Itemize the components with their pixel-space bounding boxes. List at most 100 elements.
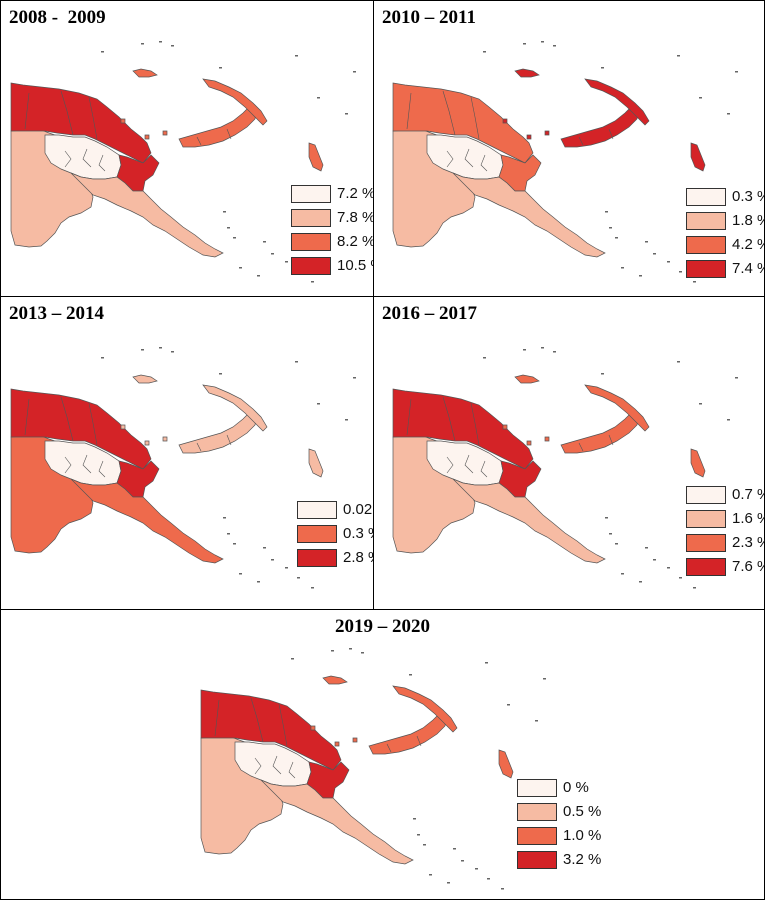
district-border (24, 398, 30, 436)
small-island (615, 543, 618, 545)
legend-item: 4.2 % (686, 235, 765, 254)
small-island (233, 543, 236, 545)
small-island (541, 41, 544, 43)
small-island (239, 267, 242, 269)
small-island (601, 67, 604, 69)
small-island (101, 357, 104, 359)
small-island (485, 662, 488, 664)
region-south-east (452, 478, 606, 564)
region-island-3 (308, 448, 324, 478)
region-island-3 (308, 142, 324, 172)
region-island-1 (584, 78, 650, 126)
small-island (353, 71, 356, 73)
region-south-east (260, 779, 414, 865)
region-island-0 (178, 410, 258, 454)
legend-item: 0.3 % (686, 187, 765, 206)
region-island-6 (162, 130, 168, 136)
panel-title: 2013 – 2014 (9, 303, 104, 324)
small-island (159, 41, 162, 43)
panel-title: 2019 – 2020 (335, 616, 430, 637)
region-island-0 (560, 104, 640, 148)
small-island (331, 650, 334, 652)
district-border (24, 92, 30, 130)
small-island (553, 351, 556, 353)
region-north (10, 82, 152, 164)
legend-item: 8.2 % (291, 232, 375, 251)
small-island (553, 45, 556, 47)
district-border (446, 150, 454, 168)
region-island-2 (132, 68, 158, 78)
district-border (406, 92, 412, 130)
small-island (295, 361, 298, 363)
small-island (295, 55, 298, 57)
legend-swatch (686, 259, 726, 278)
small-island (667, 567, 670, 569)
png-choropleth-map (392, 347, 738, 589)
small-island (727, 113, 730, 115)
district-border (98, 460, 106, 478)
region-island-2 (322, 675, 348, 685)
legend-label: 4.2 % (732, 236, 765, 253)
district-border (226, 434, 232, 446)
legend-label: 7.2 % (337, 185, 376, 202)
legend: 0.02 % 0.3 % 2.8 % (297, 500, 390, 580)
legend-swatch (686, 533, 726, 552)
district-border (196, 136, 202, 146)
small-island (271, 253, 274, 255)
small-island (239, 573, 242, 575)
legend-swatch (297, 500, 337, 519)
png-choropleth-map (392, 41, 738, 283)
legend: 0.3 % 1.8 % 4.2 % 7.4 % (686, 187, 765, 287)
legend: 0.7 % 1.6 % 2.3 % 7.6 % (686, 485, 765, 585)
legend-item: 7.6 % (686, 557, 765, 576)
small-island (297, 577, 300, 579)
legend-item: 7.2 % (291, 184, 375, 203)
small-island (699, 403, 702, 405)
small-island (361, 652, 364, 654)
legend-item: 1.0 % (517, 826, 601, 845)
region-island-5 (144, 134, 150, 140)
small-island (735, 71, 738, 73)
small-island (645, 547, 648, 549)
legend-swatch (686, 211, 726, 230)
small-island (141, 43, 144, 45)
small-island (727, 419, 730, 421)
small-island (523, 349, 526, 351)
small-island (541, 347, 544, 349)
region-island-4 (310, 725, 316, 731)
legend-label: 8.2 % (337, 233, 376, 250)
district-border (608, 434, 614, 446)
district-border (480, 154, 488, 172)
small-island (285, 567, 288, 569)
legend-item: 3.2 % (517, 850, 601, 869)
district-border (470, 96, 480, 140)
region-south-east (452, 172, 606, 258)
small-island (429, 874, 432, 876)
legend-label: 1.6 % (732, 510, 765, 527)
small-island (483, 357, 486, 359)
district-border (578, 442, 584, 452)
region-island-1 (584, 384, 650, 432)
district-border (82, 454, 92, 474)
district-border (226, 128, 232, 140)
small-island (311, 587, 314, 589)
small-island (413, 818, 416, 820)
district-border (406, 398, 412, 436)
district-border (442, 396, 456, 442)
legend-label: 2.3 % (732, 534, 765, 551)
district-border (416, 735, 422, 747)
small-island (219, 373, 222, 375)
small-island (159, 347, 162, 349)
small-island (615, 237, 618, 239)
region-island-6 (544, 130, 550, 136)
small-island (677, 361, 680, 363)
legend-item: 7.4 % (686, 259, 765, 278)
small-island (349, 648, 352, 650)
legend-item: 2.3 % (686, 533, 765, 552)
panel-title: 2008 - 2009 (9, 7, 106, 28)
legend: 7.2 % 7.8 % 8.2 % 10.5 % (291, 184, 384, 284)
legend-label: 1.8 % (732, 212, 765, 229)
region-island-6 (544, 436, 550, 442)
small-island (487, 878, 490, 880)
